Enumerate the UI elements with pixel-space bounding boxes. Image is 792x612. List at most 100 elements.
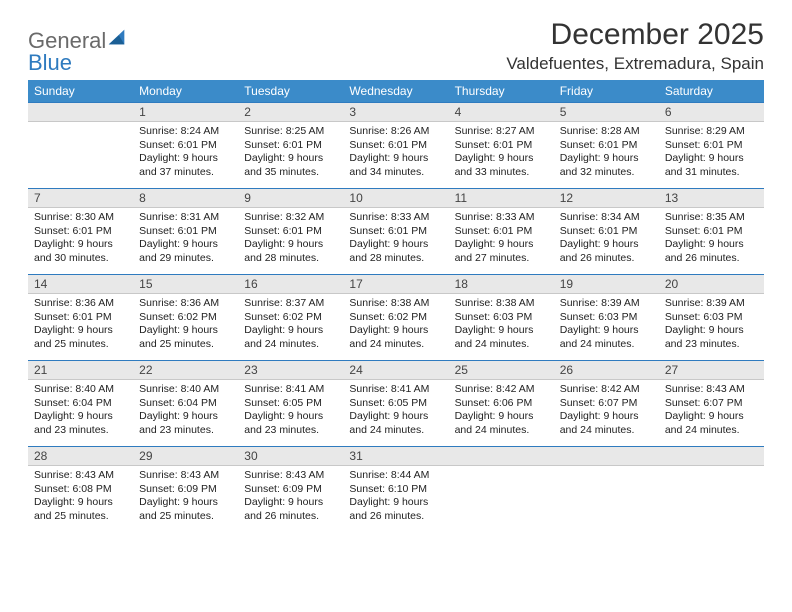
title-block: December 2025 Valdefuentes, Extremadura,… bbox=[506, 18, 764, 74]
calendar-row: 7Sunrise: 8:30 AMSunset: 6:01 PMDaylight… bbox=[28, 188, 764, 274]
weekday-header: Thursday bbox=[449, 80, 554, 102]
logo-text: General Blue bbox=[28, 26, 130, 74]
day-number: 9 bbox=[238, 188, 343, 208]
day-number: 10 bbox=[343, 188, 448, 208]
day-details: Sunrise: 8:33 AMSunset: 6:01 PMDaylight:… bbox=[449, 208, 554, 270]
day-number bbox=[449, 446, 554, 466]
day-number: 23 bbox=[238, 360, 343, 380]
calendar-body: 1Sunrise: 8:24 AMSunset: 6:01 PMDaylight… bbox=[28, 102, 764, 532]
day-number bbox=[28, 102, 133, 122]
day-details: Sunrise: 8:27 AMSunset: 6:01 PMDaylight:… bbox=[449, 122, 554, 184]
calendar-head: SundayMondayTuesdayWednesdayThursdayFrid… bbox=[28, 80, 764, 102]
day-number: 13 bbox=[659, 188, 764, 208]
weekday-header: Saturday bbox=[659, 80, 764, 102]
day-number: 20 bbox=[659, 274, 764, 294]
day-details: Sunrise: 8:43 AMSunset: 6:08 PMDaylight:… bbox=[28, 466, 133, 528]
calendar-page: General Blue December 2025 Valdefuentes,… bbox=[0, 0, 792, 532]
calendar-cell: 1Sunrise: 8:24 AMSunset: 6:01 PMDaylight… bbox=[133, 102, 238, 188]
day-details: Sunrise: 8:28 AMSunset: 6:01 PMDaylight:… bbox=[554, 122, 659, 184]
day-details: Sunrise: 8:36 AMSunset: 6:02 PMDaylight:… bbox=[133, 294, 238, 356]
day-details: Sunrise: 8:41 AMSunset: 6:05 PMDaylight:… bbox=[238, 380, 343, 442]
calendar-cell: 12Sunrise: 8:34 AMSunset: 6:01 PMDayligh… bbox=[554, 188, 659, 274]
calendar-cell: 5Sunrise: 8:28 AMSunset: 6:01 PMDaylight… bbox=[554, 102, 659, 188]
month-title: December 2025 bbox=[506, 18, 764, 52]
day-number: 29 bbox=[133, 446, 238, 466]
calendar-cell: 9Sunrise: 8:32 AMSunset: 6:01 PMDaylight… bbox=[238, 188, 343, 274]
calendar-cell: 16Sunrise: 8:37 AMSunset: 6:02 PMDayligh… bbox=[238, 274, 343, 360]
weekday-row: SundayMondayTuesdayWednesdayThursdayFrid… bbox=[28, 80, 764, 102]
day-number: 7 bbox=[28, 188, 133, 208]
day-number bbox=[554, 446, 659, 466]
calendar-row: 1Sunrise: 8:24 AMSunset: 6:01 PMDaylight… bbox=[28, 102, 764, 188]
day-details: Sunrise: 8:33 AMSunset: 6:01 PMDaylight:… bbox=[343, 208, 448, 270]
calendar-cell bbox=[28, 102, 133, 188]
calendar-row: 21Sunrise: 8:40 AMSunset: 6:04 PMDayligh… bbox=[28, 360, 764, 446]
day-details: Sunrise: 8:39 AMSunset: 6:03 PMDaylight:… bbox=[659, 294, 764, 356]
day-number: 19 bbox=[554, 274, 659, 294]
day-number bbox=[659, 446, 764, 466]
calendar-cell: 10Sunrise: 8:33 AMSunset: 6:01 PMDayligh… bbox=[343, 188, 448, 274]
day-number: 26 bbox=[554, 360, 659, 380]
weekday-header: Friday bbox=[554, 80, 659, 102]
calendar-cell: 31Sunrise: 8:44 AMSunset: 6:10 PMDayligh… bbox=[343, 446, 448, 532]
calendar-cell: 19Sunrise: 8:39 AMSunset: 6:03 PMDayligh… bbox=[554, 274, 659, 360]
day-details: Sunrise: 8:42 AMSunset: 6:07 PMDaylight:… bbox=[554, 380, 659, 442]
day-details: Sunrise: 8:36 AMSunset: 6:01 PMDaylight:… bbox=[28, 294, 133, 356]
calendar-cell: 8Sunrise: 8:31 AMSunset: 6:01 PMDaylight… bbox=[133, 188, 238, 274]
day-number: 5 bbox=[554, 102, 659, 122]
day-details: Sunrise: 8:39 AMSunset: 6:03 PMDaylight:… bbox=[554, 294, 659, 356]
day-number: 1 bbox=[133, 102, 238, 122]
day-number: 24 bbox=[343, 360, 448, 380]
day-details: Sunrise: 8:25 AMSunset: 6:01 PMDaylight:… bbox=[238, 122, 343, 184]
day-number: 3 bbox=[343, 102, 448, 122]
day-details: Sunrise: 8:29 AMSunset: 6:01 PMDaylight:… bbox=[659, 122, 764, 184]
sail-icon bbox=[106, 26, 130, 50]
calendar-cell: 17Sunrise: 8:38 AMSunset: 6:02 PMDayligh… bbox=[343, 274, 448, 360]
calendar-cell: 24Sunrise: 8:41 AMSunset: 6:05 PMDayligh… bbox=[343, 360, 448, 446]
day-details: Sunrise: 8:43 AMSunset: 6:09 PMDaylight:… bbox=[238, 466, 343, 528]
day-number: 8 bbox=[133, 188, 238, 208]
calendar-cell: 4Sunrise: 8:27 AMSunset: 6:01 PMDaylight… bbox=[449, 102, 554, 188]
calendar-cell: 13Sunrise: 8:35 AMSunset: 6:01 PMDayligh… bbox=[659, 188, 764, 274]
day-number: 6 bbox=[659, 102, 764, 122]
calendar-cell: 14Sunrise: 8:36 AMSunset: 6:01 PMDayligh… bbox=[28, 274, 133, 360]
header: General Blue December 2025 Valdefuentes,… bbox=[28, 18, 764, 74]
day-details: Sunrise: 8:42 AMSunset: 6:06 PMDaylight:… bbox=[449, 380, 554, 442]
calendar-cell: 23Sunrise: 8:41 AMSunset: 6:05 PMDayligh… bbox=[238, 360, 343, 446]
logo: General Blue bbox=[28, 18, 130, 74]
day-details: Sunrise: 8:40 AMSunset: 6:04 PMDaylight:… bbox=[133, 380, 238, 442]
day-number: 4 bbox=[449, 102, 554, 122]
weekday-header: Sunday bbox=[28, 80, 133, 102]
weekday-header: Monday bbox=[133, 80, 238, 102]
calendar-row: 14Sunrise: 8:36 AMSunset: 6:01 PMDayligh… bbox=[28, 274, 764, 360]
day-details: Sunrise: 8:40 AMSunset: 6:04 PMDaylight:… bbox=[28, 380, 133, 442]
calendar-cell: 22Sunrise: 8:40 AMSunset: 6:04 PMDayligh… bbox=[133, 360, 238, 446]
logo-word-2: Blue bbox=[28, 50, 72, 75]
calendar-cell: 25Sunrise: 8:42 AMSunset: 6:06 PMDayligh… bbox=[449, 360, 554, 446]
day-details: Sunrise: 8:26 AMSunset: 6:01 PMDaylight:… bbox=[343, 122, 448, 184]
day-number: 11 bbox=[449, 188, 554, 208]
day-number: 16 bbox=[238, 274, 343, 294]
calendar-row: 28Sunrise: 8:43 AMSunset: 6:08 PMDayligh… bbox=[28, 446, 764, 532]
day-details: Sunrise: 8:38 AMSunset: 6:02 PMDaylight:… bbox=[343, 294, 448, 356]
day-details: Sunrise: 8:44 AMSunset: 6:10 PMDaylight:… bbox=[343, 466, 448, 528]
calendar-cell: 18Sunrise: 8:38 AMSunset: 6:03 PMDayligh… bbox=[449, 274, 554, 360]
calendar-cell: 6Sunrise: 8:29 AMSunset: 6:01 PMDaylight… bbox=[659, 102, 764, 188]
day-details: Sunrise: 8:35 AMSunset: 6:01 PMDaylight:… bbox=[659, 208, 764, 270]
day-number: 18 bbox=[449, 274, 554, 294]
calendar-cell: 3Sunrise: 8:26 AMSunset: 6:01 PMDaylight… bbox=[343, 102, 448, 188]
day-number: 31 bbox=[343, 446, 448, 466]
day-details: Sunrise: 8:41 AMSunset: 6:05 PMDaylight:… bbox=[343, 380, 448, 442]
calendar-cell: 27Sunrise: 8:43 AMSunset: 6:07 PMDayligh… bbox=[659, 360, 764, 446]
calendar-table: SundayMondayTuesdayWednesdayThursdayFrid… bbox=[28, 80, 764, 532]
day-number: 2 bbox=[238, 102, 343, 122]
day-number: 25 bbox=[449, 360, 554, 380]
calendar-cell: 26Sunrise: 8:42 AMSunset: 6:07 PMDayligh… bbox=[554, 360, 659, 446]
day-details: Sunrise: 8:37 AMSunset: 6:02 PMDaylight:… bbox=[238, 294, 343, 356]
day-details: Sunrise: 8:32 AMSunset: 6:01 PMDaylight:… bbox=[238, 208, 343, 270]
day-details: Sunrise: 8:43 AMSunset: 6:09 PMDaylight:… bbox=[133, 466, 238, 528]
day-details: Sunrise: 8:31 AMSunset: 6:01 PMDaylight:… bbox=[133, 208, 238, 270]
weekday-header: Tuesday bbox=[238, 80, 343, 102]
calendar-cell: 2Sunrise: 8:25 AMSunset: 6:01 PMDaylight… bbox=[238, 102, 343, 188]
calendar-cell: 15Sunrise: 8:36 AMSunset: 6:02 PMDayligh… bbox=[133, 274, 238, 360]
